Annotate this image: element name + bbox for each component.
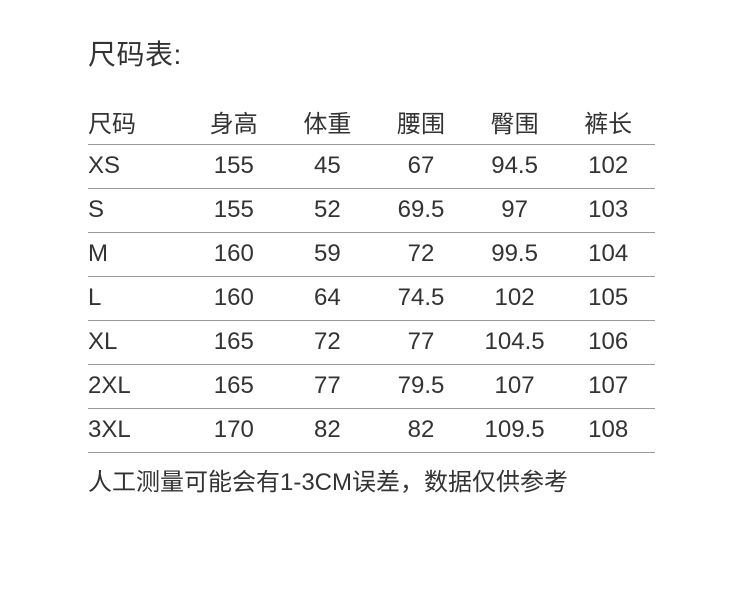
size-table: 尺码 身高 体重 腰围 臀围 裤长 XS 155 45 67 94.5 102 S 155 52 69.5 9…: [88, 99, 655, 453]
table-cell: 79.5: [374, 364, 468, 409]
table-row: M 160 59 72 99.5 104: [88, 232, 655, 277]
table-cell: 82: [280, 408, 375, 453]
table-cell: 102: [561, 144, 655, 189]
table-cell: 104: [561, 232, 655, 277]
column-header: 身高: [187, 99, 281, 145]
table-cell: 106: [561, 320, 655, 365]
table-row: 3XL 170 82 82 109.5 108: [88, 408, 655, 453]
page-title: 尺码表:: [88, 39, 182, 70]
table-cell: 103: [561, 188, 655, 233]
table-cell: L: [88, 276, 187, 321]
table-row: XL 165 72 77 104.5 106: [88, 320, 655, 365]
table-cell: 45: [280, 144, 375, 189]
table-cell: 102: [467, 276, 562, 321]
table-cell: 69.5: [374, 188, 468, 233]
table-row: S 155 52 69.5 97 103: [88, 188, 655, 233]
column-header: 腰围: [374, 99, 468, 145]
table-cell: 165: [187, 320, 281, 365]
table-cell: 67: [374, 144, 468, 189]
table-cell: 72: [374, 232, 468, 277]
table-cell: 160: [187, 276, 281, 321]
table-cell: S: [88, 188, 187, 233]
table-body: XS 155 45 67 94.5 102 S 155 52 69.5 97 103 M 160 59 72 9…: [88, 144, 655, 453]
measurement-note: 人工测量可能会有1-3CM误差，数据仅供参考: [88, 468, 569, 496]
table-cell: 107: [561, 364, 655, 409]
table-cell: 105: [561, 276, 655, 321]
table-cell: M: [88, 232, 187, 277]
column-header: 臀围: [467, 99, 562, 145]
table-cell: 160: [187, 232, 281, 277]
table-cell: 97: [467, 188, 562, 233]
table-cell: XS: [88, 144, 187, 189]
table-cell: 82: [374, 408, 468, 453]
table-cell: 77: [280, 364, 375, 409]
table-cell: 77: [374, 320, 468, 365]
table-cell: 2XL: [88, 364, 187, 409]
table-row: L 160 64 74.5 102 105: [88, 276, 655, 321]
table-row: 2XL 165 77 79.5 107 107: [88, 364, 655, 409]
table-cell: 108: [561, 408, 655, 453]
table-cell: 59: [280, 232, 375, 277]
table-cell: 170: [187, 408, 281, 453]
table-cell: 104.5: [467, 320, 562, 365]
table-row: XS 155 45 67 94.5 102: [88, 144, 655, 189]
table-cell: 72: [280, 320, 375, 365]
table-cell: 3XL: [88, 408, 187, 453]
column-header: 裤长: [561, 99, 655, 145]
column-header: 尺码: [88, 99, 187, 145]
table-cell: 107: [467, 364, 562, 409]
table-cell: 94.5: [467, 144, 562, 189]
table-cell: XL: [88, 320, 187, 365]
table-cell: 109.5: [467, 408, 562, 453]
table-cell: 155: [187, 188, 281, 233]
size-chart-section: 尺码表: 尺码 身高 体重 腰围 臀围 裤长 XS 155 45 67 94.5 102 S 155 52…: [88, 38, 655, 498]
column-header: 体重: [280, 99, 375, 145]
table-cell: 165: [187, 364, 281, 409]
table-cell: 64: [280, 276, 375, 321]
table-cell: 74.5: [374, 276, 468, 321]
table-cell: 99.5: [467, 232, 562, 277]
table-cell: 155: [187, 144, 281, 189]
table-cell: 52: [280, 188, 375, 233]
table-header-row: 尺码 身高 体重 腰围 臀围 裤长: [88, 99, 655, 145]
